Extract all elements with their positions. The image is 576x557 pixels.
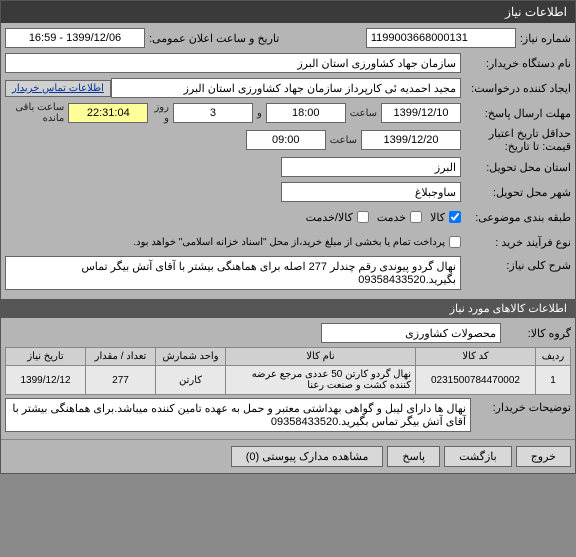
- window-titlebar: اطلاعات نیاز: [1, 1, 575, 23]
- row-delivery-state: استان محل تحویل: البرز: [5, 156, 571, 178]
- validity-date: 1399/12/20: [361, 130, 461, 150]
- need-number-value: 1199003668000131: [366, 28, 516, 48]
- attachments-button[interactable]: مشاهده مدارک پیوستی (0): [231, 446, 384, 467]
- td-date: 1399/12/12: [6, 366, 86, 395]
- category-service-checkbox[interactable]: [410, 211, 422, 223]
- partial-pay-checkbox[interactable]: [449, 236, 461, 248]
- td-code: 0231500784470002: [416, 366, 536, 395]
- th-name: نام کالا: [226, 348, 416, 366]
- partial-pay-note: پرداخت تمام یا بخشی از مبلغ خرید،از محل …: [133, 237, 445, 248]
- th-index: ردیف: [536, 348, 571, 366]
- delivery-city-value: ساوجبلاغ: [281, 182, 461, 202]
- items-content: گروه کالا: محصولات کشاورزی ردیف کد کالا …: [1, 318, 575, 439]
- category-service-label: خدمت: [377, 211, 406, 224]
- time-label-1: ساعت: [350, 108, 377, 119]
- deadline-label: مهلت ارسال پاسخ:: [461, 107, 571, 120]
- row-validity: حداقل تاریخ اعتبار قیمت: تا تاریخ: 1399/…: [5, 127, 571, 153]
- need-desc-value: نهال گردو پیوندی رقم چندلر 277 اصله برای…: [5, 256, 461, 290]
- buyer-org-value: سازمان جهاد کشاورزی استان البرز: [5, 53, 461, 73]
- row-delivery-city: شهر محل تحویل: ساوجبلاغ: [5, 181, 571, 203]
- days-remaining: 3: [173, 103, 253, 123]
- row-buyer-notes: توضیحات خریدار: نهال ها دارای لیبل و گوا…: [5, 398, 571, 432]
- category-goods-checkbox[interactable]: [449, 211, 461, 223]
- delivery-state-label: استان محل تحویل:: [461, 161, 571, 174]
- row-buyer-org: نام دستگاه خریدار: سازمان جهاد کشاورزی ا…: [5, 52, 571, 74]
- validity-label: حداقل تاریخ اعتبار قیمت: تا تاریخ:: [461, 127, 571, 153]
- need-info-window: اطلاعات نیاز شماره نیاز: 119900366800013…: [0, 0, 576, 474]
- td-name: نهال گردو کارتن 50 عددی مرجع عرضه کننده …: [226, 366, 416, 395]
- td-unit: کارتن: [156, 366, 226, 395]
- category-service-group: خدمت: [377, 211, 422, 224]
- deadline-date: 1399/12/10: [381, 103, 461, 123]
- category-goods-label: کالا: [430, 211, 445, 224]
- announce-value: 1399/12/06 - 16:59: [5, 28, 145, 48]
- back-button[interactable]: بازگشت: [444, 446, 512, 467]
- validity-time: 09:00: [246, 130, 326, 150]
- title-text: اطلاعات نیاز: [505, 5, 567, 19]
- row-group: گروه کالا: محصولات کشاورزی: [5, 322, 571, 344]
- delivery-city-label: شهر محل تحویل:: [461, 186, 571, 199]
- category-goods-group: کالا: [430, 211, 461, 224]
- table-row: 1 0231500784470002 نهال گردو کارتن 50 عد…: [6, 366, 571, 395]
- td-index: 1: [536, 366, 571, 395]
- td-qty: 277: [86, 366, 156, 395]
- category-both-group: کالا/خدمت: [306, 211, 369, 224]
- row-deadline: مهلت ارسال پاسخ: 1399/12/10 ساعت 18:00 و…: [5, 102, 571, 124]
- row-need-desc: شرح کلی نیاز: نهال گردو پیوندی رقم چندلر…: [5, 256, 571, 290]
- purchase-type-label: نوع فرآیند خرید :: [461, 236, 571, 249]
- need-desc-label: شرح کلی نیاز:: [461, 256, 571, 272]
- and-label: و: [257, 108, 262, 119]
- day-word: روز و: [152, 102, 169, 124]
- main-content: شماره نیاز: 1199003668000131 تاریخ و ساع…: [1, 23, 575, 297]
- th-unit: واحد شمارش: [156, 348, 226, 366]
- items-section-header: اطلاعات کالاهای مورد نیاز: [1, 299, 575, 318]
- time-label-2: ساعت: [330, 135, 357, 146]
- row-purchase-type: نوع فرآیند خرید : پرداخت تمام یا بخشی از…: [5, 231, 571, 253]
- th-qty: تعداد / مقدار: [86, 348, 156, 366]
- contact-buyer-link[interactable]: اطلاعات تماس خریدار: [5, 80, 111, 97]
- th-code: کد کالا: [416, 348, 536, 366]
- announce-label: تاریخ و ساعت اعلان عمومی:: [145, 32, 279, 45]
- creator-value: مجید احمدیه ئی کارپرداز سازمان جهاد کشاو…: [111, 78, 461, 98]
- category-both-checkbox[interactable]: [357, 211, 369, 223]
- buyer-notes-value: نهال ها دارای لیبل و گواهی بهداشتی معتبر…: [5, 398, 471, 432]
- exit-button[interactable]: خروج: [516, 446, 571, 467]
- delivery-state-value: البرز: [281, 157, 461, 177]
- group-label: گروه کالا:: [501, 327, 571, 340]
- countdown-timer: 22:31:04: [68, 103, 148, 123]
- category-both-label: کالا/خدمت: [306, 211, 353, 224]
- th-date: تاریخ نیاز: [6, 348, 86, 366]
- items-table: ردیف کد کالا نام کالا واحد شمارش تعداد /…: [5, 347, 571, 395]
- buyer-notes-label: توضیحات خریدار:: [471, 398, 571, 414]
- row-need-number: شماره نیاز: 1199003668000131 تاریخ و ساع…: [5, 27, 571, 49]
- row-creator: ایجاد کننده درخواست: مجید احمدیه ئی کارپ…: [5, 77, 571, 99]
- row-category: طبقه بندی موضوعی: کالا خدمت کالا/خدمت: [5, 206, 571, 228]
- button-bar: خروج بازگشت پاسخ مشاهده مدارک پیوستی (0): [1, 439, 575, 473]
- table-header-row: ردیف کد کالا نام کالا واحد شمارش تعداد /…: [6, 348, 571, 366]
- need-number-label: شماره نیاز:: [516, 32, 571, 45]
- creator-label: ایجاد کننده درخواست:: [461, 82, 571, 95]
- buyer-org-label: نام دستگاه خریدار:: [461, 57, 571, 70]
- group-value: محصولات کشاورزی: [321, 323, 501, 343]
- category-label: طبقه بندی موضوعی:: [461, 211, 571, 224]
- remain-label: ساعت باقی مانده: [9, 102, 64, 124]
- respond-button[interactable]: پاسخ: [387, 446, 440, 467]
- deadline-time: 18:00: [266, 103, 346, 123]
- partial-pay-group: پرداخت تمام یا بخشی از مبلغ خرید،از محل …: [133, 236, 461, 248]
